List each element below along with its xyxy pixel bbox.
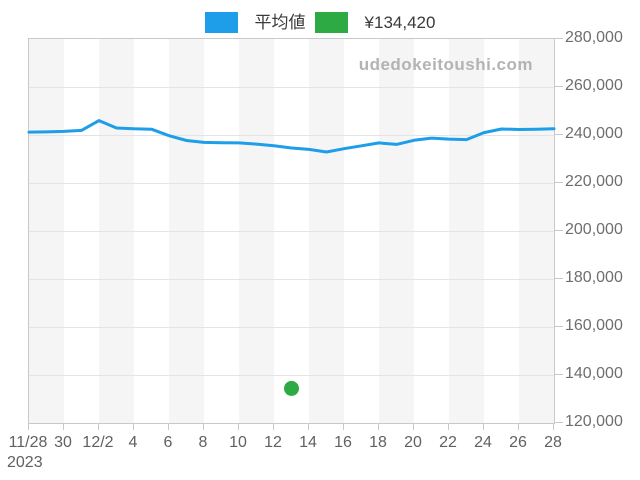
y-tick [554,422,563,423]
x-tick-label: 20 [404,434,422,451]
legend: 平均値 ¥134,420 [0,10,640,34]
watermark: udedokeitoushi.com [358,55,533,74]
x-tick-label: 6 [163,434,173,451]
x-tick [483,423,484,430]
y-tick-label: 180,000 [565,269,623,286]
y-tick [554,134,563,135]
x-tick [343,423,344,430]
x-tick [553,423,554,430]
x-tick [308,423,309,430]
price-marker-color-swatch [314,11,348,33]
gridline-200000 [29,231,554,232]
x-tick-label: 22 [439,434,457,451]
x-tick [238,423,239,430]
y-tick-label: 200,000 [565,221,623,238]
y-tick [554,182,563,183]
x-tick [448,423,449,430]
y-tick-label: 140,000 [565,365,623,382]
x-tick-label: 14 [299,434,317,451]
x-tick-label: 28 [544,434,562,451]
y-tick [554,38,563,39]
x-tick-label: 16 [334,434,352,451]
gridline-180000 [29,279,554,280]
y-tick-label: 240,000 [565,125,623,142]
x-tick [63,423,64,430]
average-price-line[interactable] [27,119,556,154]
x-tick [133,423,134,430]
x-tick [273,423,274,430]
y-tick [554,86,563,87]
y-tick-label: 220,000 [565,173,623,190]
x-tick [203,423,204,430]
x-tick-label: 11/28 [8,434,48,451]
price-point-marker[interactable] [284,380,299,396]
x-tick-label: 12 [264,434,282,451]
y-tick [554,374,563,375]
x-tick-label: 10 [229,434,247,451]
gridline-240000 [29,135,554,136]
x-tick-label: 4 [128,434,138,451]
y-tick [554,230,563,231]
gridline-160000 [29,327,554,328]
x-tick [28,423,29,430]
x-tick [413,423,414,430]
x-tick [378,423,379,430]
x-tick [168,423,169,430]
x-tick-label: 12/2 [82,434,114,451]
y-tick [554,278,563,279]
plot-area[interactable] [27,38,556,424]
legend-label-average: 平均値 [254,12,306,32]
gridline-260000 [29,87,554,88]
y-tick-label: 260,000 [565,77,623,94]
x-tick-label: 18 [369,434,387,451]
chart-series-layer [27,119,556,396]
y-tick [554,326,563,327]
gridline-140000 [29,375,554,376]
y-tick-label: 160,000 [565,317,623,334]
y-tick-label: 280,000 [565,29,623,46]
x-tick [518,423,519,430]
x-tick-label: 8 [198,434,208,451]
x-tick-label: 24 [474,434,492,451]
x-tick-label: 30 [54,434,72,451]
x-tick [98,423,99,430]
legend-label-price: ¥134,420 [364,12,436,32]
average-line-color-swatch [204,11,238,33]
gridline-220000 [29,183,554,184]
y-tick-label: 120,000 [565,413,623,430]
x-axis-year-label: 2023 [7,454,43,471]
x-tick-label: 26 [509,434,527,451]
